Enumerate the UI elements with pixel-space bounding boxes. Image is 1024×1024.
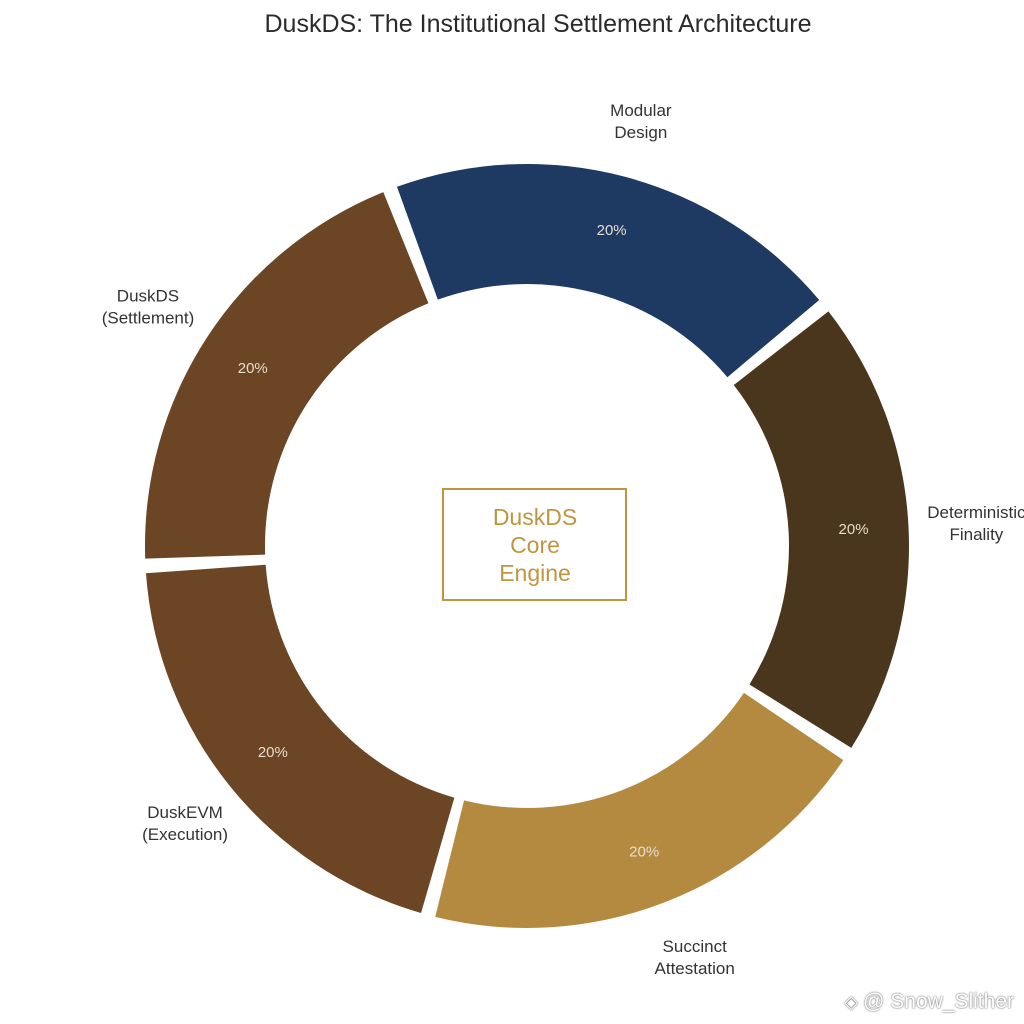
category-labels-group: Modular Design Deterministic Finality Succin… — [102, 101, 1024, 978]
center-label-line: Core — [510, 532, 560, 558]
value-label-2: 20% — [839, 521, 869, 538]
slice-5 — [145, 192, 429, 559]
center-box: DuskDS Core Engine — [442, 488, 627, 601]
slice-1 — [396, 164, 820, 378]
slice-3 — [435, 692, 844, 928]
center-box-frame — [442, 488, 627, 601]
value-label-3: 20% — [629, 843, 659, 860]
category-label-line: Design — [614, 123, 667, 142]
category-label-2: Deterministic Finality — [927, 503, 1024, 544]
watermark-text: @ Snow_Slither — [863, 990, 1014, 1013]
center-label: DuskDS Core Engine — [493, 504, 577, 586]
category-label-1: Modular Design — [610, 101, 672, 142]
value-label-1: 20% — [597, 222, 627, 239]
category-label-line: (Execution) — [142, 825, 228, 844]
category-label-4: DuskEVM (Execution) — [142, 803, 228, 844]
category-label-5: DuskDS (Settlement) — [102, 286, 195, 327]
category-label-line: (Settlement) — [102, 308, 195, 327]
binance-logo-icon: ◈ — [844, 991, 859, 1012]
slices-group — [145, 164, 909, 928]
category-label-line: DuskDS — [117, 286, 179, 305]
slice-2 — [733, 311, 909, 748]
category-label-line: Modular — [610, 101, 672, 120]
category-label-line: DuskEVM — [147, 803, 223, 822]
chart-title: DuskDS: The Institutional Settlement Arc… — [264, 10, 811, 38]
slice-4 — [145, 564, 455, 914]
value-label-5: 20% — [238, 360, 268, 377]
value-label-4: 20% — [258, 744, 288, 761]
category-label-3: Succinct Attestation — [655, 937, 735, 978]
center-label-line: DuskDS — [493, 504, 577, 530]
value-labels-group: 20% 20% 20% 20% 20% — [238, 222, 869, 860]
center-label-line: Engine — [499, 560, 571, 586]
watermark: ◈ @ Snow_Slither — [844, 990, 1014, 1014]
category-label-line: Deterministic — [927, 503, 1024, 522]
category-label-line: Finality — [949, 525, 1003, 544]
category-label-line: Succinct — [663, 937, 728, 956]
category-label-line: Attestation — [655, 959, 735, 978]
